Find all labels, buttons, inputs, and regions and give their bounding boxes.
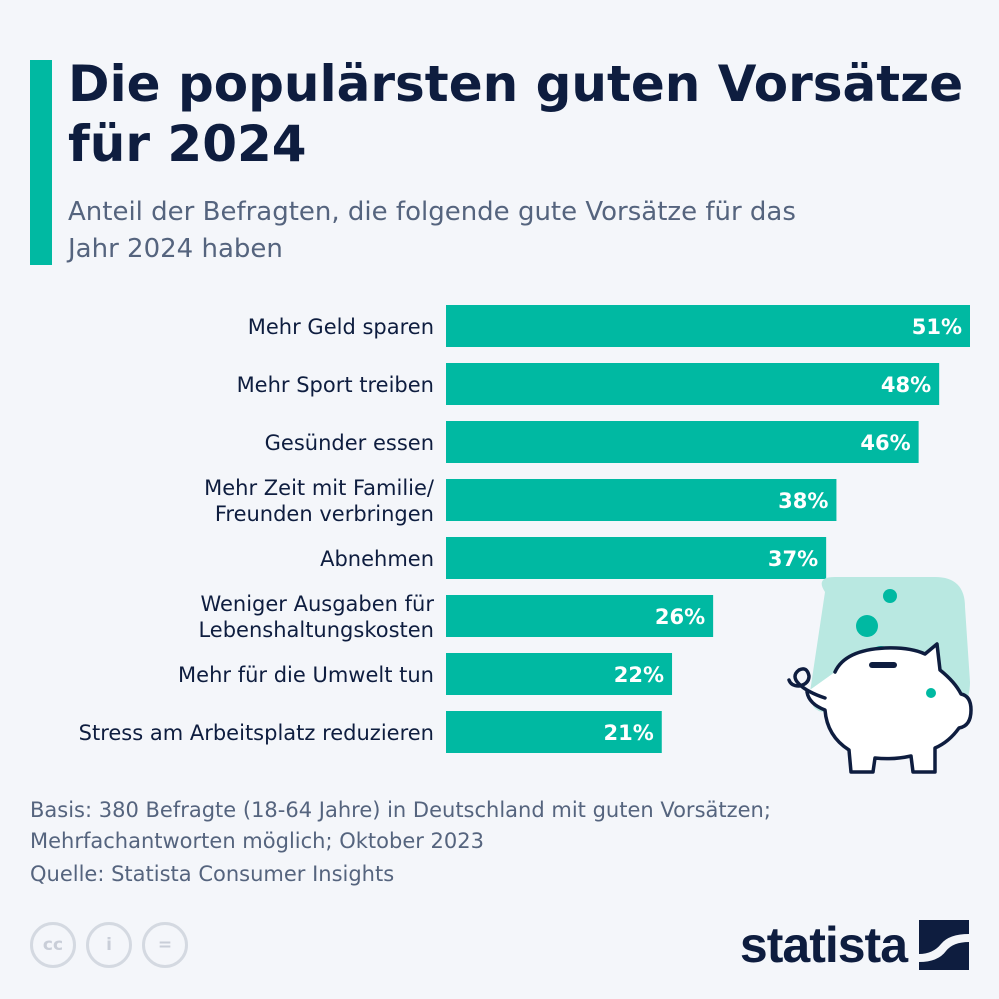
bar-value-label-4: 37%: [768, 547, 818, 571]
bar-value-label-1: 48%: [881, 373, 931, 397]
category-label-6: Mehr für die Umwelt tun: [178, 663, 434, 687]
category-label-7: Stress am Arbeitsplatz reduzieren: [79, 721, 434, 745]
bar-value-label-3: 38%: [778, 489, 828, 513]
basis-note: Basis: 380 Befragte (18-64 Jahre) in Deu…: [30, 798, 771, 853]
bar-value-label-0: 51%: [912, 315, 962, 339]
source-note: Quelle: Statista Consumer Insights: [30, 862, 395, 886]
category-label-3: Mehr Zeit mit Familie/Freunden verbringe…: [204, 476, 435, 526]
license-icons: cc i =: [30, 922, 188, 972]
creative-commons-icon[interactable]: cc: [30, 922, 76, 968]
category-label-0: Mehr Geld sparen: [248, 315, 434, 339]
no-derivatives-icon[interactable]: =: [142, 922, 188, 968]
category-label-1: Mehr Sport treiben: [237, 373, 434, 397]
bar-value-label-7: 21%: [603, 721, 653, 745]
bar-5: [446, 595, 714, 637]
page-subtitle: Anteil der Befragten, die folgende gute …: [68, 197, 796, 264]
bar-3: [446, 479, 837, 521]
bar-2: [446, 421, 919, 463]
statista-wordmark: statista: [739, 917, 908, 973]
statista-logo-icon: [919, 920, 969, 970]
category-label-5: Weniger Ausgaben für Lebenshaltungskosten: [198, 592, 434, 642]
bar-value-label-2: 46%: [860, 431, 910, 455]
category-label-2: Gesünder essen: [265, 431, 434, 455]
accent-bar: [30, 60, 52, 265]
bar-value-label-5: 26%: [655, 605, 705, 629]
statista-brand[interactable]: statista: [740, 915, 969, 975]
bar-value-label-6: 22%: [614, 663, 664, 687]
bar-1: [446, 363, 940, 405]
bar-0: [446, 305, 970, 347]
category-label-4: Abnehmen: [320, 547, 434, 571]
page-title: Die populärsten guten Vorsätze für 2024: [68, 55, 964, 173]
attribution-icon[interactable]: i: [86, 922, 132, 968]
bar-7: [446, 711, 662, 753]
bar-6: [446, 653, 673, 695]
bar-4: [446, 537, 827, 579]
piggy-bank-icon: [787, 577, 973, 774]
